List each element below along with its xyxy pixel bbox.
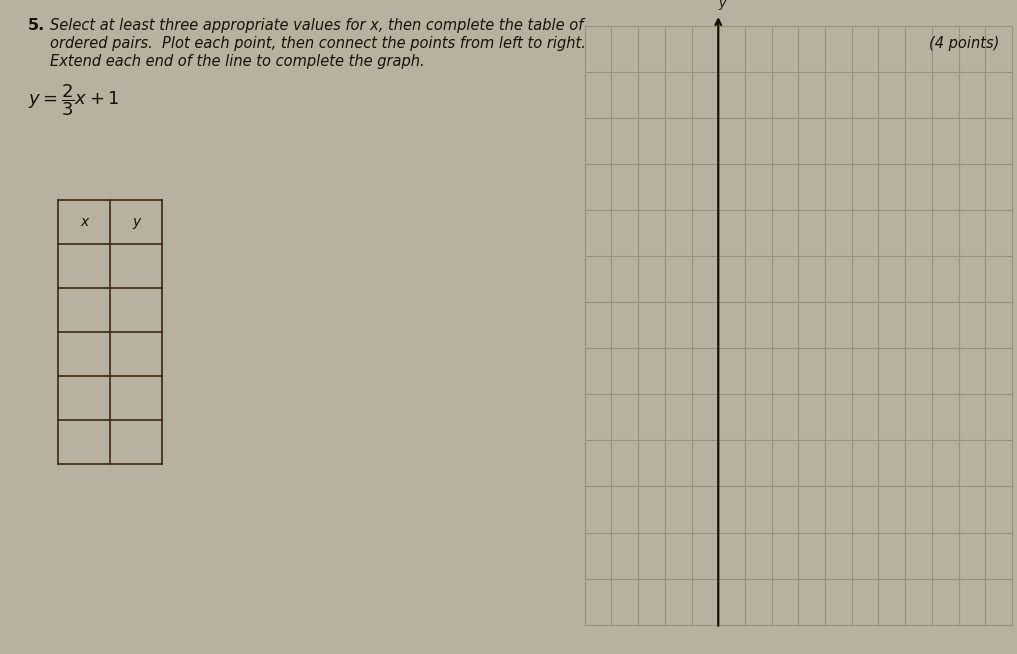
Text: y: y [719, 0, 726, 10]
Text: ordered pairs.  Plot each point, then connect the points from left to right.: ordered pairs. Plot each point, then con… [50, 36, 586, 51]
Text: (4 points): (4 points) [929, 36, 999, 51]
Text: x: x [80, 215, 88, 229]
Text: Extend each end of the line to complete the graph.: Extend each end of the line to complete … [50, 54, 425, 69]
Text: Select at least three appropriate values for x, then complete the table of: Select at least three appropriate values… [50, 18, 584, 33]
Text: 5.: 5. [28, 18, 45, 33]
Text: y: y [132, 215, 140, 229]
Text: $y = \dfrac{2}{3}x + 1$: $y = \dfrac{2}{3}x + 1$ [28, 82, 119, 118]
